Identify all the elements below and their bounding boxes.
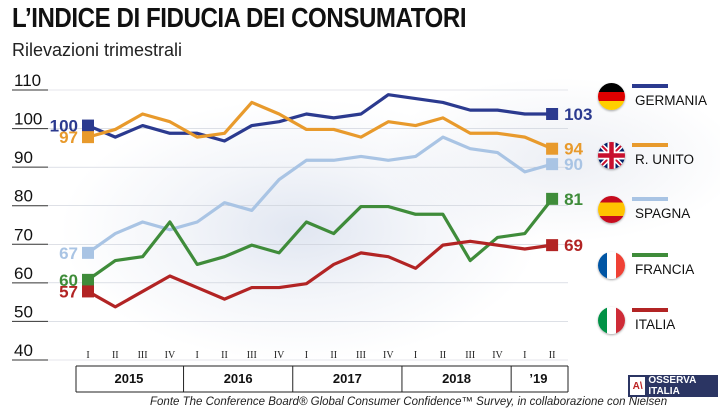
end-marker-germania — [546, 108, 559, 120]
data-labels: 100 103 97 94 67 90 60 81 57 69 — [50, 105, 593, 301]
start-label-regno_unito: 97 — [59, 128, 78, 147]
x-tick-label: III — [356, 350, 366, 361]
x-tick-label: I — [305, 350, 308, 361]
y-tick-label: 90 — [14, 148, 33, 167]
italy-flag-icon — [598, 307, 625, 334]
page-subtitle: Rilevazioni trimestrali — [12, 40, 183, 60]
year-label: 2015 — [114, 371, 143, 386]
start-marker-germania — [82, 119, 94, 132]
legend-label: ITALIA — [635, 317, 676, 332]
grid — [12, 89, 568, 361]
x-tick-label: II — [330, 350, 337, 361]
end-label-francia: 81 — [564, 190, 583, 209]
y-tick-label: 40 — [14, 341, 33, 360]
legend-label: FRANCIA — [635, 262, 695, 277]
legend-label: R. UNITO — [635, 152, 695, 167]
x-tick-label: I — [196, 350, 199, 361]
start-marker-italia — [82, 285, 94, 298]
x-tick-label: III — [465, 350, 475, 361]
legend-label: GERMANIA — [635, 93, 708, 108]
publisher-logo: A\ OSSERVA ITALIA — [628, 375, 718, 397]
x-tick-label: IV — [274, 350, 285, 361]
end-marker-francia — [546, 192, 559, 205]
y-tick-label: 70 — [14, 225, 33, 244]
start-label-spagna: 67 — [59, 244, 78, 263]
y-tick-label: 60 — [14, 264, 33, 283]
y-tick-label: 80 — [14, 187, 33, 206]
legend-swatch — [632, 197, 668, 201]
end-marker-italia — [546, 239, 559, 252]
source-note: Fonte The Conference Board® Global Consu… — [150, 396, 668, 408]
start-marker-francia — [82, 273, 94, 286]
end-marker-regno_unito — [546, 142, 559, 155]
x-tick-label: I — [86, 350, 89, 361]
france-flag-icon — [598, 252, 625, 279]
end-label-spagna: 90 — [564, 155, 583, 174]
logo-text: OSSERVA ITALIA — [648, 375, 696, 397]
series-lines — [82, 93, 559, 309]
end-label-germania: 103 — [564, 105, 592, 124]
y-tick-label: 50 — [14, 302, 33, 321]
start-marker-regno_unito — [82, 131, 94, 144]
start-label-germania: 100 — [50, 117, 78, 136]
end-marker-spagna — [546, 158, 559, 171]
x-tick-label: IV — [492, 350, 503, 361]
y-tick-label: 100 — [14, 110, 42, 129]
series-line-francia — [86, 197, 554, 282]
x-tick-label: IV — [165, 350, 176, 361]
legend-swatch — [632, 143, 668, 147]
start-label-francia: 60 — [59, 271, 78, 290]
y-tick-label: 110 — [14, 71, 41, 90]
year-label: 2016 — [224, 371, 253, 386]
y-axis: 40 50 60 70 80 90 100 110 — [14, 71, 42, 360]
year-label: 2018 — [442, 371, 471, 386]
start-label-italia: 57 — [59, 282, 78, 301]
series-line-italia — [86, 239, 554, 309]
x-tick-label: I — [414, 350, 417, 361]
x-tick-label: II — [549, 350, 556, 361]
year-label: ’19 — [529, 371, 547, 386]
x-tick-label: III — [247, 350, 257, 361]
end-label-regno_unito: 94 — [564, 140, 583, 159]
series-line-regno_unito — [86, 100, 554, 151]
year-label: 2017 — [333, 371, 362, 386]
germany-flag-icon — [598, 83, 625, 110]
legend-swatch — [632, 308, 668, 312]
x-tick-label: II — [221, 350, 228, 361]
x-tick-label: II — [112, 350, 119, 361]
start-marker-spagna — [82, 246, 94, 259]
x-tick-label: I — [523, 350, 526, 361]
x-tick-label: IV — [383, 350, 394, 361]
logo-mark: A\ — [630, 377, 646, 395]
legend-swatch — [632, 84, 668, 88]
series-line-germania — [86, 93, 554, 143]
page-title: L’INDICE DI FIDUCIA DEI CONSUMATORI — [12, 2, 467, 33]
end-label-italia: 69 — [564, 236, 583, 255]
x-tick-label: III — [138, 350, 148, 361]
legend-label: SPAGNA — [635, 206, 691, 221]
uk-flag-icon — [598, 142, 625, 169]
x-tick-label: II — [440, 350, 447, 361]
spain-flag-icon — [598, 196, 625, 223]
legend-swatch — [632, 253, 668, 257]
